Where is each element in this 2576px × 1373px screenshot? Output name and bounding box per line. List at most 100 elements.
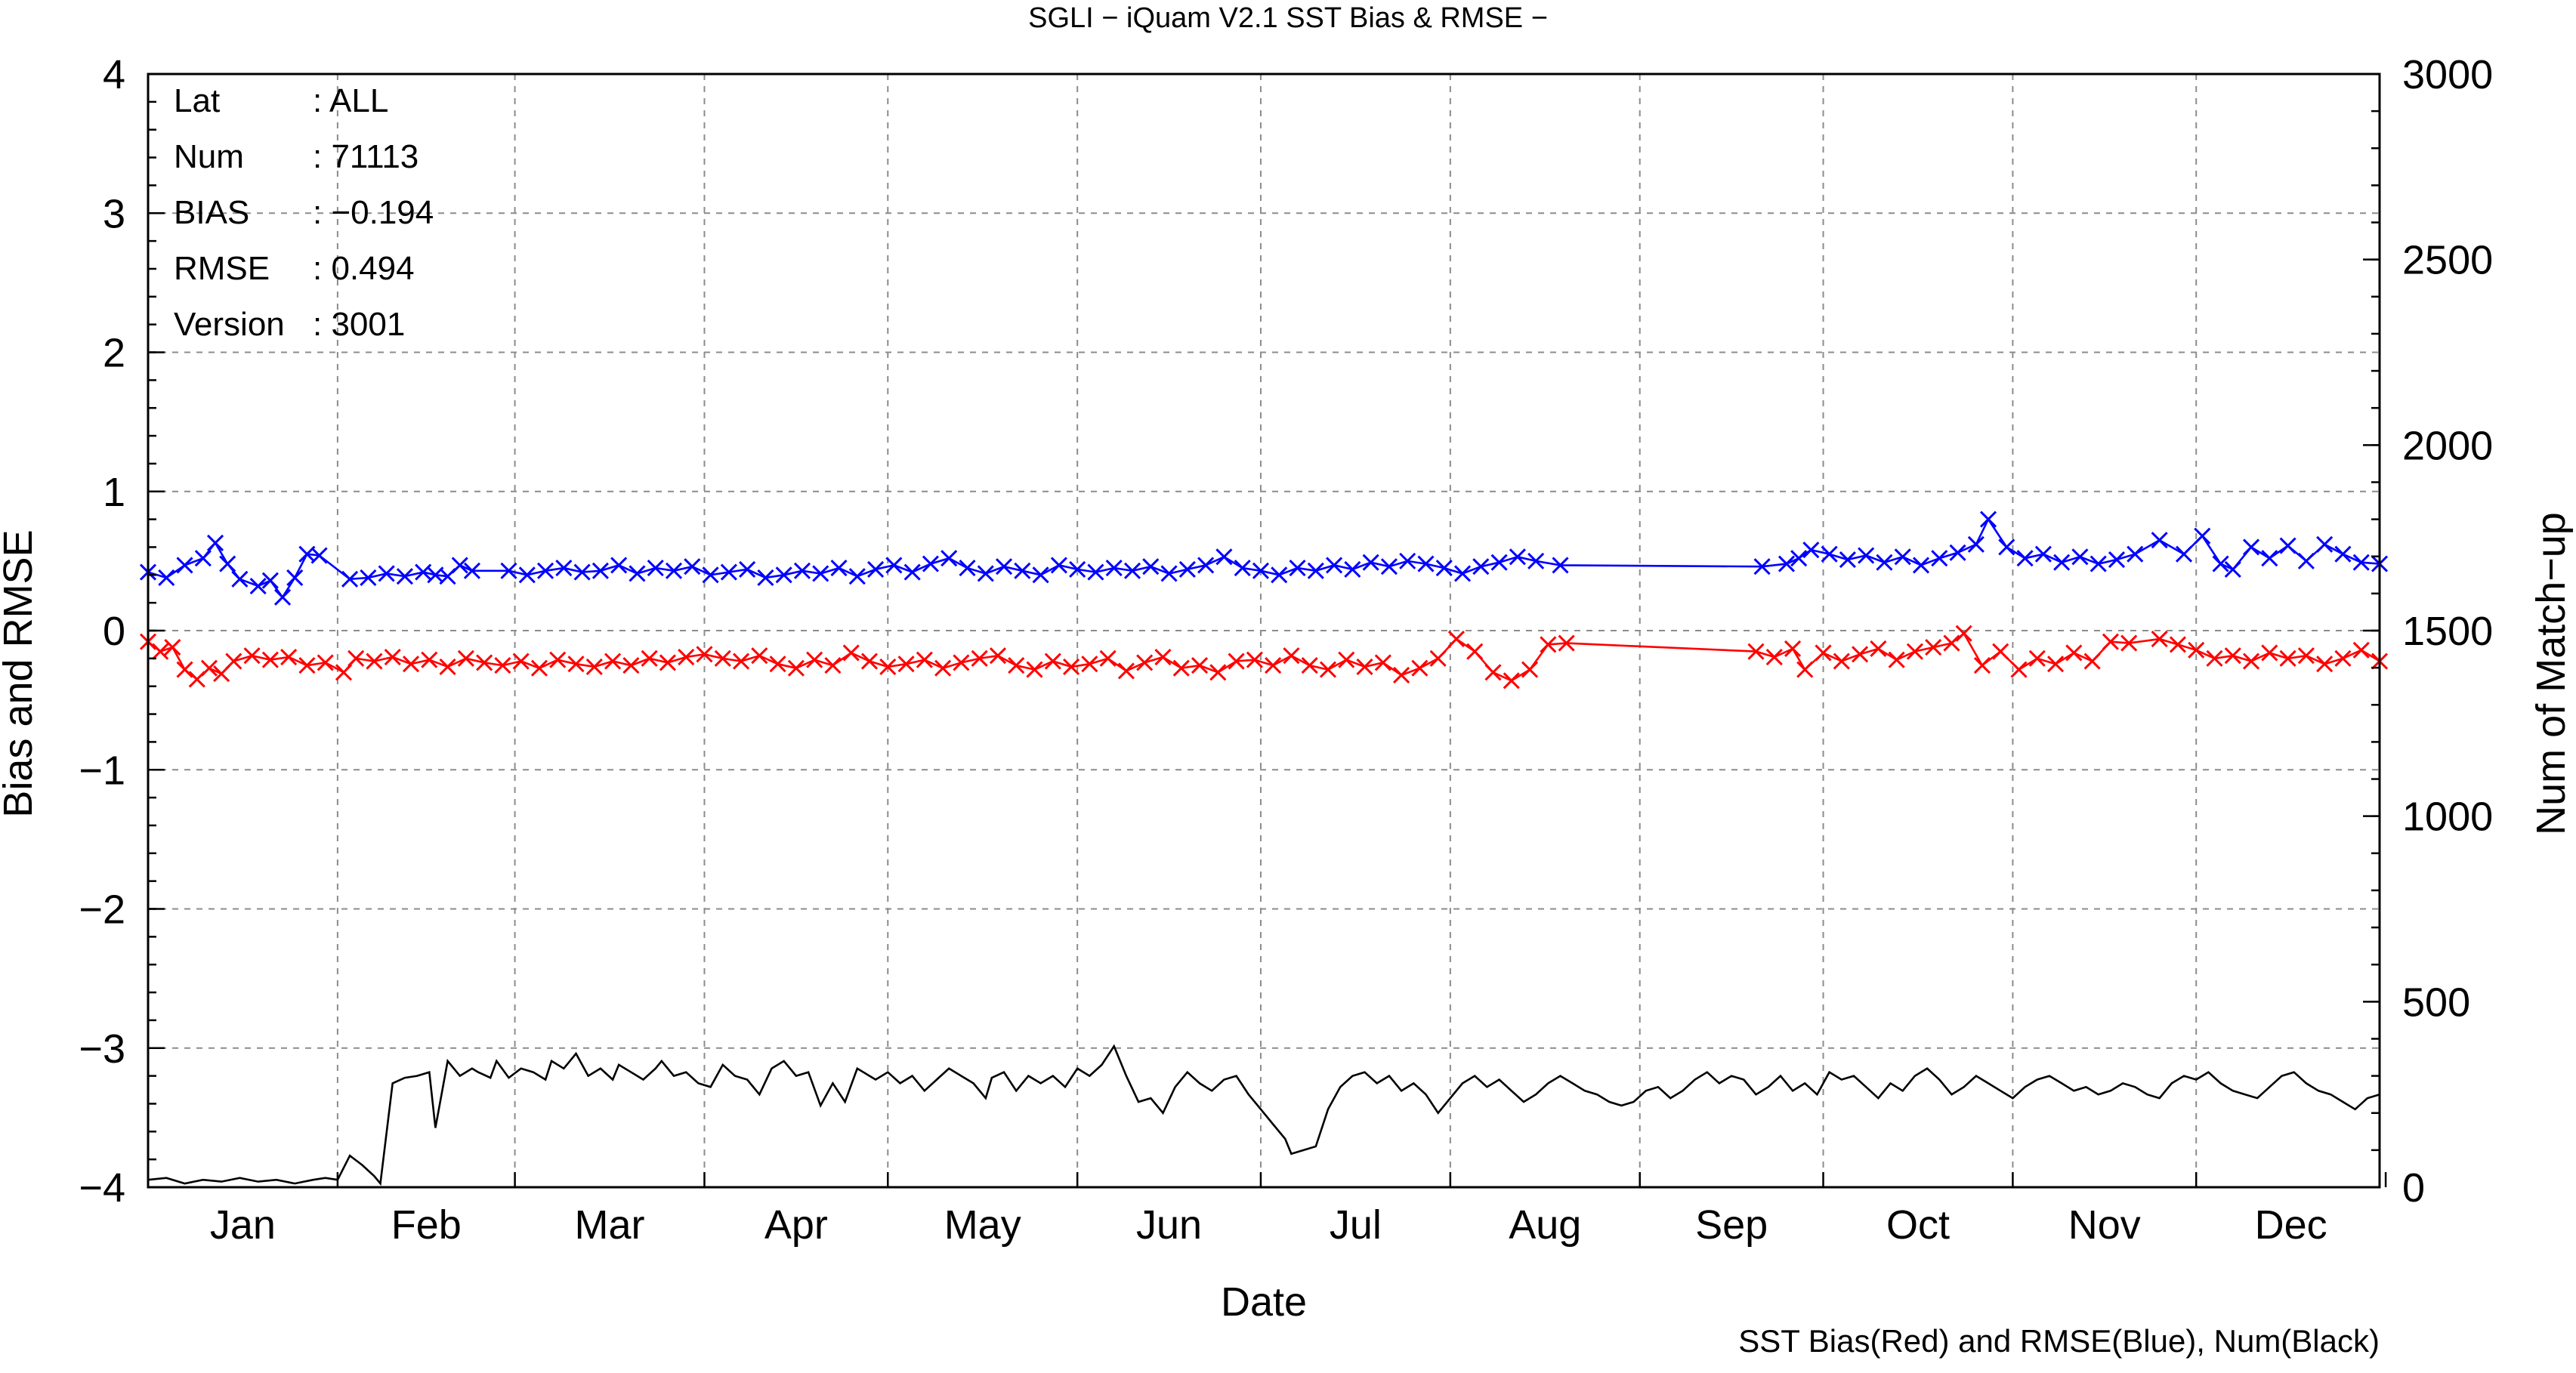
bias-point xyxy=(366,653,383,670)
rmse-point xyxy=(1234,560,1251,577)
rmse-point xyxy=(959,560,976,577)
stats-label: Version xyxy=(174,306,285,343)
y-tick-label: −1 xyxy=(79,748,125,793)
x-tick-label: Nov xyxy=(2068,1202,2141,1248)
rmse-point xyxy=(2108,551,2126,569)
bias-line xyxy=(147,631,2380,682)
rmse-point xyxy=(977,565,994,582)
rmse-point xyxy=(1105,560,1123,577)
bias-point xyxy=(1503,672,1520,690)
x-axis-title: Date xyxy=(1221,1279,1307,1325)
bias-point xyxy=(678,648,695,666)
grid xyxy=(148,74,2380,1187)
rmse-point xyxy=(2053,554,2071,571)
bias-point xyxy=(1209,664,1227,681)
rmse-point xyxy=(219,555,236,572)
bias-point xyxy=(1796,661,1814,678)
bias-point xyxy=(1265,657,1282,674)
bias-point xyxy=(1008,657,1025,674)
rmse-point xyxy=(463,562,480,579)
rmse-point xyxy=(941,550,958,567)
rmse-point xyxy=(1380,558,1398,575)
bias-point xyxy=(1356,658,1373,675)
rmse-point xyxy=(2016,550,2034,567)
rmse-point xyxy=(1417,555,1435,572)
rmse-point xyxy=(885,557,903,574)
bias-point xyxy=(934,659,952,677)
rmse-point xyxy=(194,550,212,567)
bias-point xyxy=(641,649,658,667)
y-tick-label: −4 xyxy=(79,1165,125,1211)
rmse-point xyxy=(273,588,292,606)
stats-value: : 0.494 xyxy=(313,250,415,287)
rmse-point xyxy=(1178,560,1196,578)
rmse-point xyxy=(1753,558,1771,575)
bias-point xyxy=(280,648,298,666)
x-tick-label: Aug xyxy=(1509,1202,1581,1248)
bias-point xyxy=(1943,634,1960,652)
bias-point xyxy=(1815,644,1832,662)
y2-tick-label: 3000 xyxy=(2402,52,2493,97)
rmse-point xyxy=(2194,527,2211,545)
bias-point xyxy=(335,664,353,681)
bias-point xyxy=(1888,651,1905,668)
bias-point xyxy=(1765,648,1783,666)
bias-point xyxy=(421,651,438,668)
rmse-point xyxy=(757,569,774,587)
bias-point xyxy=(2120,634,2138,652)
bias-point xyxy=(176,661,193,678)
bias-point xyxy=(2261,644,2278,662)
rmse-point xyxy=(2261,550,2278,567)
stats-value: : 3001 xyxy=(313,306,405,343)
rmse-point xyxy=(903,563,921,581)
rmse-point xyxy=(1790,550,1808,567)
rmse-point xyxy=(1998,538,2015,556)
bias-point xyxy=(1411,659,1429,677)
rmse-point xyxy=(1271,566,1288,584)
y2-tick-label: 0 xyxy=(2402,1165,2425,1211)
bias-point xyxy=(2102,633,2119,650)
bias-point xyxy=(953,654,970,671)
rmse-point xyxy=(1307,562,1324,579)
rmse-point xyxy=(341,570,359,588)
bias-point xyxy=(622,657,640,674)
bias-point xyxy=(1852,646,1869,663)
footer-note: SST Bias(Red) and RMSE(Blue), Num(Black) xyxy=(1738,1323,2380,1359)
rmse-point xyxy=(1032,566,1049,584)
bias-point xyxy=(1338,651,1355,668)
stats-label: BIAS xyxy=(174,194,249,231)
bias-point xyxy=(842,644,860,662)
bias-point xyxy=(1044,653,1061,670)
bias-point xyxy=(769,656,786,673)
bias-point xyxy=(2242,653,2260,670)
bias-point xyxy=(1081,656,1098,673)
bias-point xyxy=(298,657,316,674)
rmse-point xyxy=(1949,544,1966,561)
rmse-point xyxy=(396,568,413,585)
rmse-point xyxy=(286,569,304,587)
bias-point xyxy=(2028,649,2046,667)
y-axis-title: Bias and RMSE xyxy=(0,529,41,817)
bias-point xyxy=(1955,625,1972,642)
bias-point xyxy=(1191,657,1209,674)
rmse-point xyxy=(310,547,328,564)
x-tick-label: Mar xyxy=(575,1202,645,1248)
stats-value: : −0.194 xyxy=(313,194,434,231)
rmse-point xyxy=(1802,541,1820,559)
rmse-point xyxy=(360,569,377,587)
bias-point xyxy=(1393,666,1410,684)
bias-point xyxy=(824,657,842,674)
bias-point xyxy=(512,653,530,670)
rmse-point xyxy=(812,565,829,582)
rmse-point xyxy=(378,565,395,582)
rmse-point xyxy=(1362,554,1379,571)
bias-point xyxy=(1063,658,1080,675)
bias-point xyxy=(494,657,511,674)
rmse-point xyxy=(793,562,811,579)
rmse-point xyxy=(1087,563,1104,581)
rmse-point xyxy=(500,562,517,579)
y-tick-label: 3 xyxy=(103,191,125,236)
rmse-point xyxy=(1839,551,1856,569)
axes: 4 3 2 1 0 −1 −2 −3 −4 3000 2500 2000 1500 1000 500 0 Jan… xyxy=(79,52,2493,1248)
rmse-point xyxy=(1894,548,1911,566)
